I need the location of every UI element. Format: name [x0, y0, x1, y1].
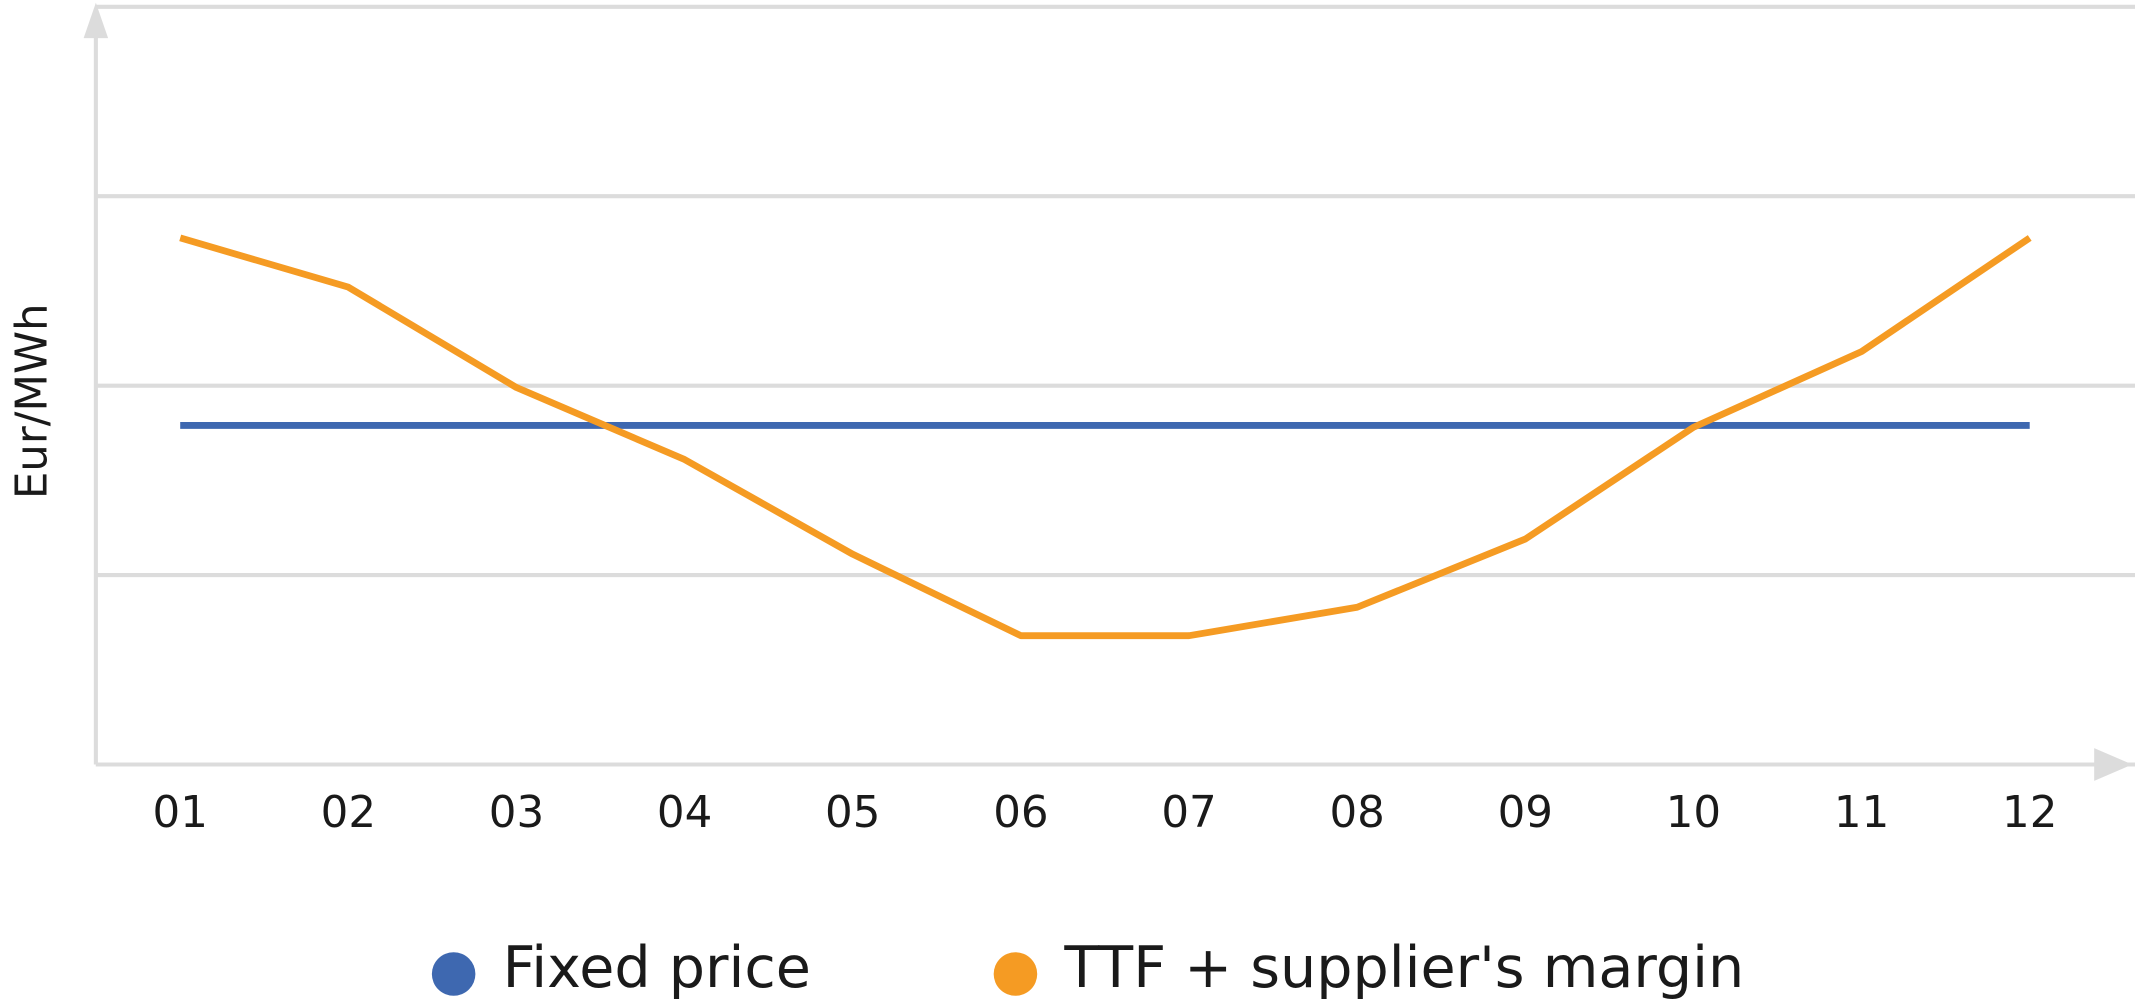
legend-marker [431, 952, 476, 996]
x-tick-label: 09 [1498, 788, 1553, 838]
x-tick-label: 04 [657, 788, 712, 838]
x-tick-label: 11 [1834, 788, 1889, 838]
x-tick-label: 06 [993, 788, 1048, 838]
legend-marker [993, 952, 1038, 996]
x-tick-label: 08 [1329, 788, 1384, 838]
x-tick-label: 05 [825, 788, 880, 838]
y-axis-label: Eur/MWh [8, 303, 58, 499]
x-tick-label: 12 [2002, 788, 2057, 838]
x-tick-label: 10 [1666, 788, 1721, 838]
y-axis-arrow [83, 2, 109, 39]
x-tick-label: 02 [321, 788, 376, 838]
legend-label: TTF + supplier's margin [1063, 935, 1744, 1001]
x-tick-label: 03 [489, 788, 544, 838]
x-tick-label: 01 [153, 788, 208, 838]
legend-label: Fixed price [503, 935, 811, 1001]
series-line [179, 234, 2032, 640]
x-tick-label: 07 [1161, 788, 1216, 838]
